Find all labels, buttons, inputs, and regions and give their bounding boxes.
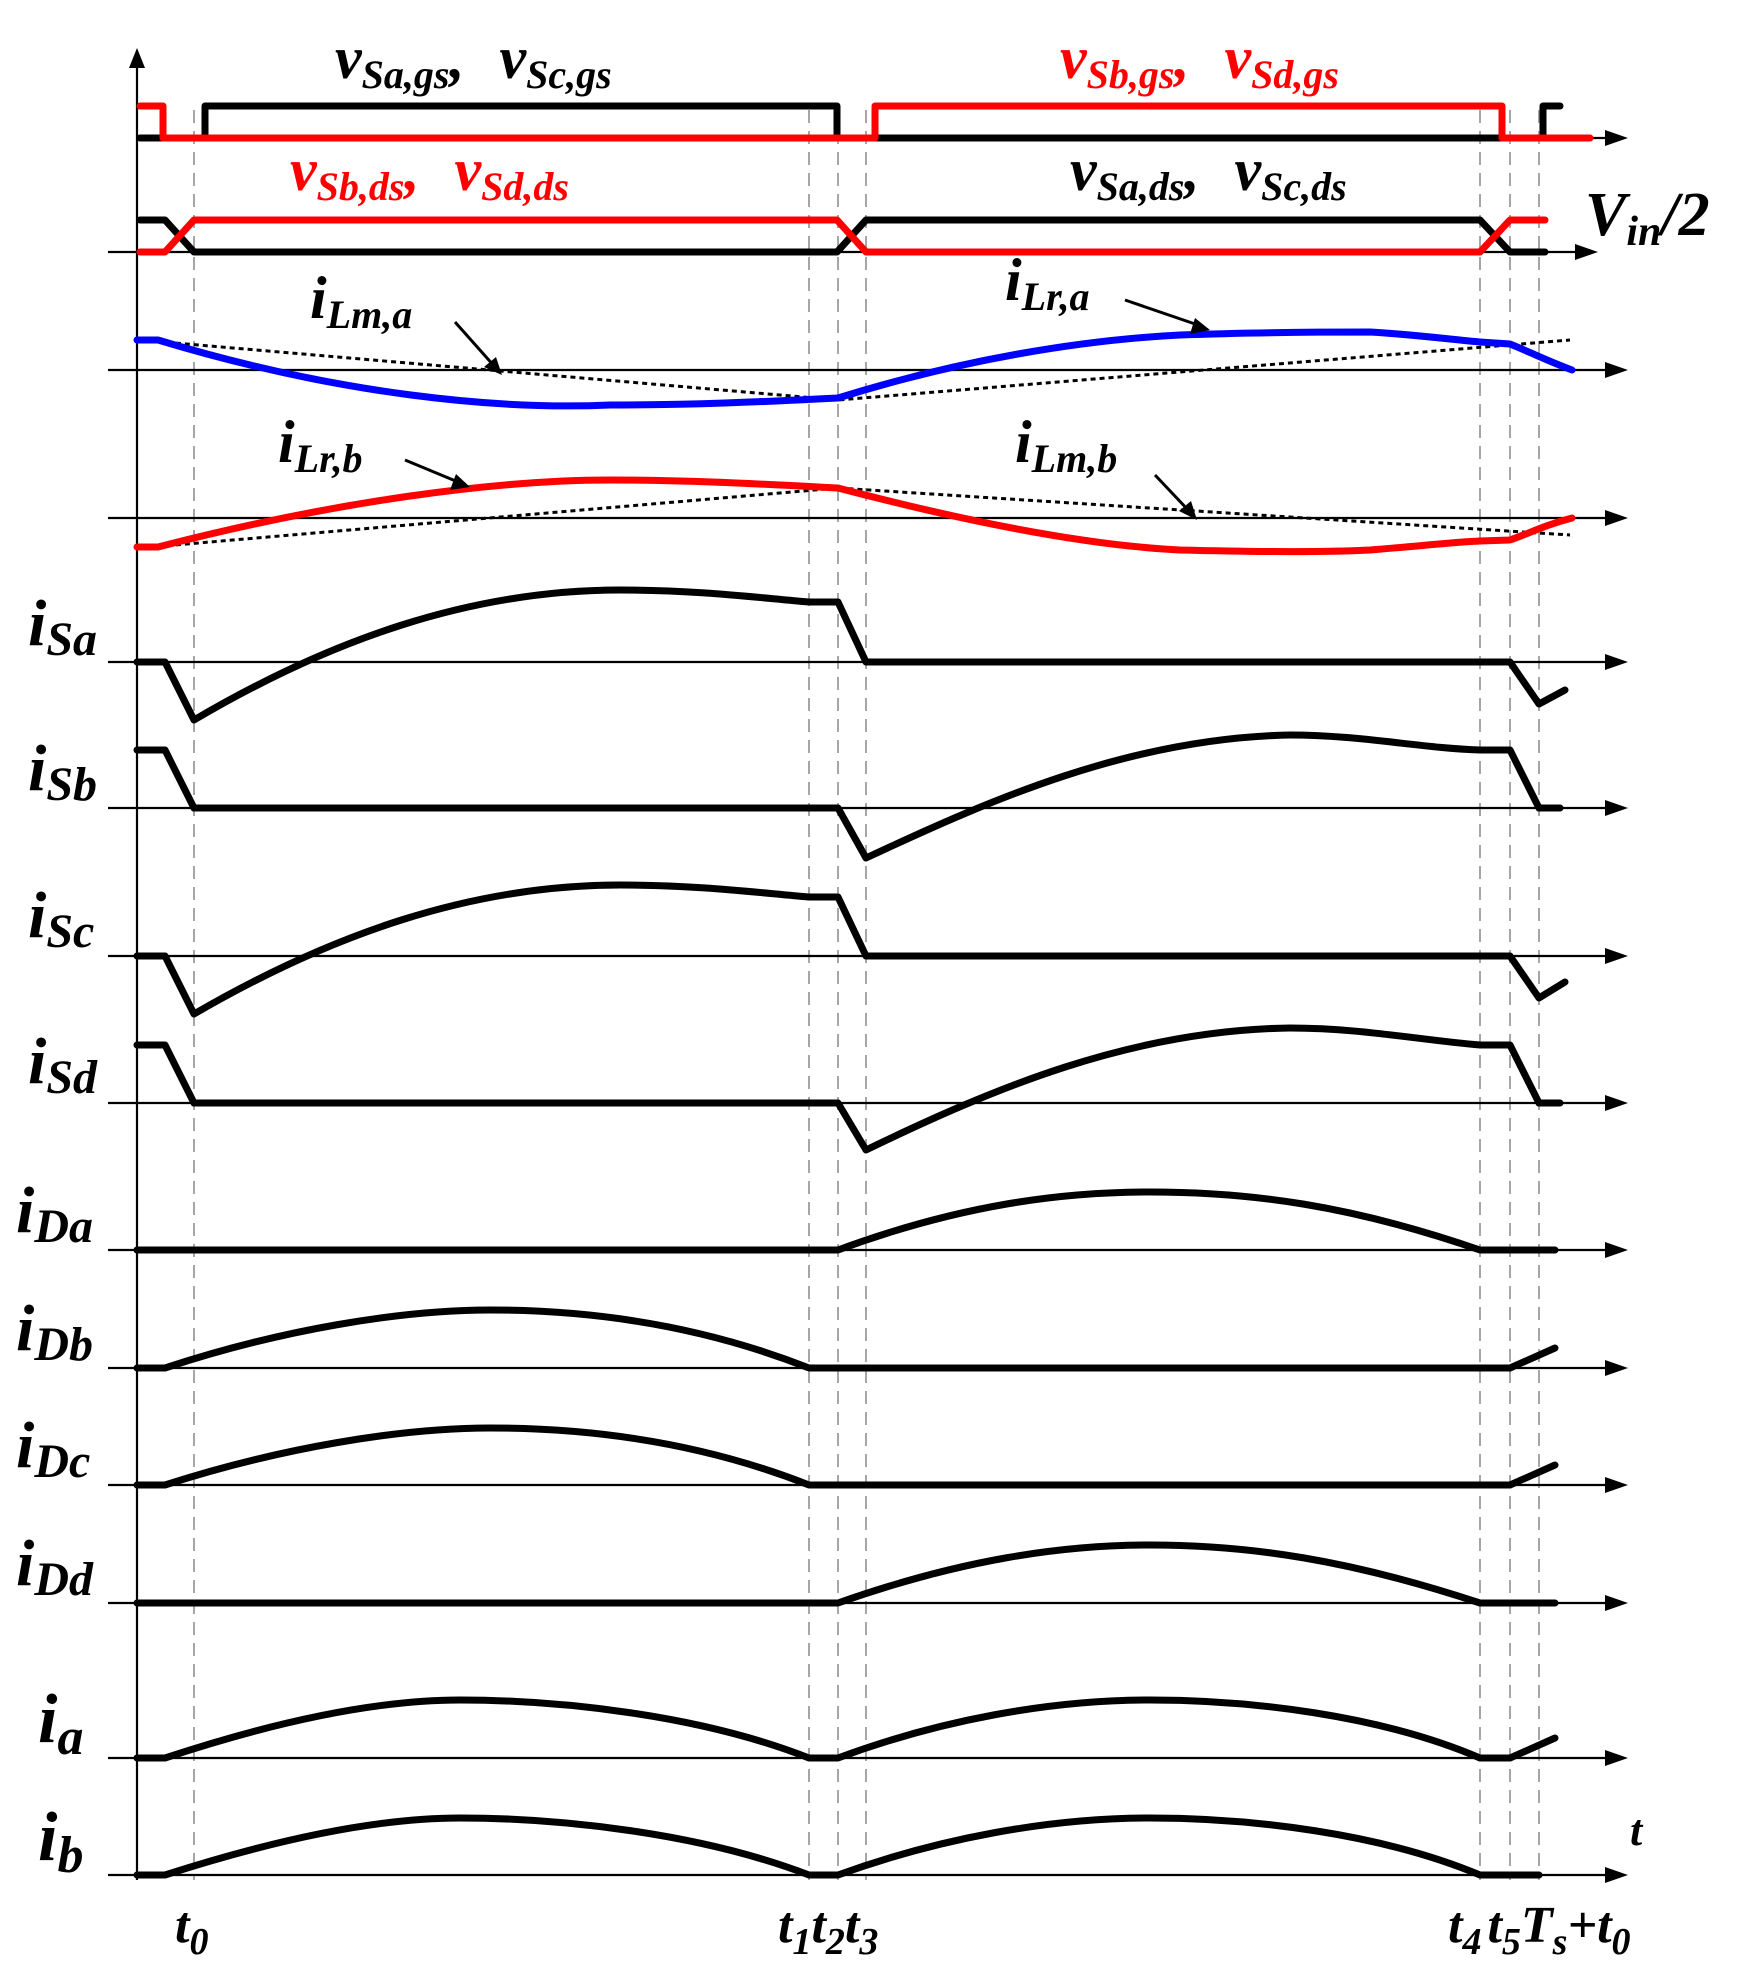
time-axis-label: t	[1630, 1806, 1644, 1855]
label-ia: ia	[38, 1681, 83, 1766]
gate-wave-sa-sc	[136, 102, 1564, 142]
isd-wave	[133, 1024, 1564, 1154]
label-isc: iSc	[28, 879, 94, 958]
isa-wave	[133, 586, 1569, 724]
label-isd: iSd	[28, 1025, 98, 1104]
tick-t4-t5-ts: t4 t5Ts+t0	[1448, 1897, 1631, 1963]
idd-wave	[133, 1541, 1559, 1607]
label-vsb-vsd-ds: vSb,ds, vSd,ds	[290, 137, 569, 209]
label-vsb-vsd-gs: vSb,gs, vSd,gs	[1060, 25, 1339, 97]
idb-wave	[133, 1306, 1559, 1372]
tick-t1-t2-t3: t1t2t3	[778, 1897, 878, 1963]
label-vsa-vsc-ds: vSa,ds, vSc,ds	[1070, 137, 1347, 209]
pointer-ilm-b	[1153, 473, 1192, 514]
ilm-b-wave	[139, 486, 1571, 550]
tick-t0: t0	[175, 1897, 208, 1963]
label-vin-half: Vin/2	[1585, 181, 1710, 255]
isc-wave	[133, 881, 1569, 1018]
idc-wave	[133, 1424, 1559, 1489]
label-idc: iDc	[16, 1409, 90, 1488]
baselines	[108, 130, 1628, 1883]
ds-wave-sb-sd	[136, 216, 1549, 256]
label-isb: iSb	[28, 732, 97, 811]
pointer-ilr-a	[1124, 298, 1199, 327]
ilr-a-wave	[133, 328, 1576, 410]
pointer-ilm-a	[453, 321, 497, 368]
isb-wave	[133, 731, 1564, 862]
ib-wave	[133, 1814, 1543, 1879]
pointer-ilr-a-head	[1190, 318, 1210, 334]
pointer-ilr-b-head	[450, 474, 470, 490]
baseline-ilr-b	[108, 510, 1628, 526]
pointer-ilr-b	[404, 458, 459, 484]
label-ilm-b: iLm,b	[1015, 409, 1117, 481]
label-ida: iDa	[16, 1174, 93, 1253]
pointer-ilm-b-head	[1179, 501, 1197, 520]
label-ilr-b: iLr,b	[278, 409, 362, 481]
label-ib: ib	[38, 1799, 83, 1884]
label-ilm-a: iLm,a	[310, 265, 412, 337]
time-guides	[193, 110, 1540, 1880]
vertical-axis	[129, 48, 145, 1880]
baseline-ia	[108, 1750, 1628, 1766]
label-ilr-a: iLr,a	[1005, 247, 1089, 319]
pointer-ilm-a-head	[484, 357, 502, 375]
baseline-ib	[108, 1867, 1628, 1883]
label-vsa-vsc-gs: vSa,gs, vSc,gs	[335, 25, 612, 97]
ilr-b-wave	[133, 476, 1576, 555]
label-isa: iSa	[28, 587, 97, 666]
ilm-a-wave	[139, 338, 1571, 402]
gate-wave-sb-sd	[136, 102, 1594, 142]
baseline-ilr-a	[108, 362, 1628, 378]
label-idb: iDb	[16, 1292, 93, 1371]
label-pointers	[404, 298, 1210, 520]
ia-wave	[133, 1696, 1559, 1762]
ida-wave	[133, 1188, 1559, 1254]
label-idd: iDd	[16, 1527, 94, 1606]
